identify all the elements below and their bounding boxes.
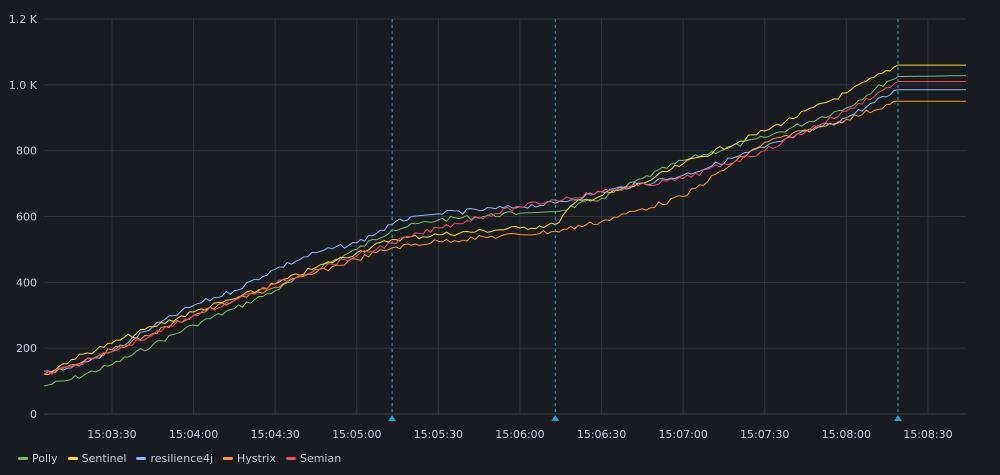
legend-label: Polly bbox=[32, 451, 58, 465]
x-tick-label: 15:08:30 bbox=[903, 428, 952, 441]
x-tick-label: 15:05:30 bbox=[414, 428, 463, 441]
series-line-polly bbox=[43, 75, 967, 387]
legend-swatch bbox=[285, 456, 296, 460]
y-tick-label: 600 bbox=[16, 211, 37, 224]
x-tick-label: 15:03:30 bbox=[87, 428, 136, 441]
y-tick-label: 0 bbox=[30, 408, 37, 421]
x-tick-label: 15:06:00 bbox=[495, 428, 544, 441]
y-tick-label: 200 bbox=[16, 342, 37, 355]
series-line-hystrix bbox=[44, 100, 966, 375]
legend-item-resilience4j[interactable]: resilience4j bbox=[136, 452, 213, 465]
legend-item-semian[interactable]: Semian bbox=[285, 451, 342, 465]
x-tick-label: 15:07:00 bbox=[658, 428, 707, 441]
x-tick-label: 15:08:00 bbox=[822, 428, 871, 441]
legend-label: resilience4j bbox=[150, 451, 214, 465]
chart-legend: Polly Sentinel resilience4j Hystrix Semian bbox=[18, 450, 351, 466]
annotation-marker[interactable] bbox=[894, 415, 903, 421]
x-tick-label: 15:04:00 bbox=[169, 428, 218, 441]
y-tick-label: 800 bbox=[16, 145, 37, 158]
x-tick-label: 15:07:30 bbox=[740, 428, 789, 441]
y-tick-label: 400 bbox=[16, 276, 37, 289]
series-line-semian bbox=[43, 81, 966, 375]
legend-swatch bbox=[223, 456, 234, 460]
y-tick-label: 1.2 K bbox=[9, 13, 38, 26]
legend-swatch bbox=[18, 456, 28, 460]
x-tick-label: 15:05:00 bbox=[332, 428, 381, 441]
series-line-sentinel bbox=[43, 64, 966, 375]
y-tick-label: 1.0 K bbox=[9, 79, 38, 92]
legend-label: Sentinel bbox=[81, 451, 127, 465]
x-tick-label: 15:04:30 bbox=[250, 428, 299, 441]
legend-label: Hystrix bbox=[237, 451, 276, 465]
legend-label: Semian bbox=[299, 451, 342, 465]
legend-item-hystrix[interactable]: Hystrix bbox=[223, 452, 276, 465]
legend-swatch bbox=[67, 456, 78, 460]
time-series-chart[interactable]: 0 200 400 600 800 1.0 K 1.2 K 15:03:30 15:04:00 1… bbox=[0, 0, 1000, 445]
annotation-marker[interactable] bbox=[388, 415, 397, 421]
legend-swatch bbox=[136, 456, 147, 460]
legend-item-sentinel[interactable]: Sentinel bbox=[67, 451, 127, 465]
x-tick-label: 15:06:30 bbox=[577, 428, 626, 441]
annotation-marker[interactable] bbox=[551, 415, 560, 421]
series-line-resilience4j bbox=[43, 89, 966, 373]
legend-item-polly[interactable]: Polly bbox=[18, 452, 58, 465]
